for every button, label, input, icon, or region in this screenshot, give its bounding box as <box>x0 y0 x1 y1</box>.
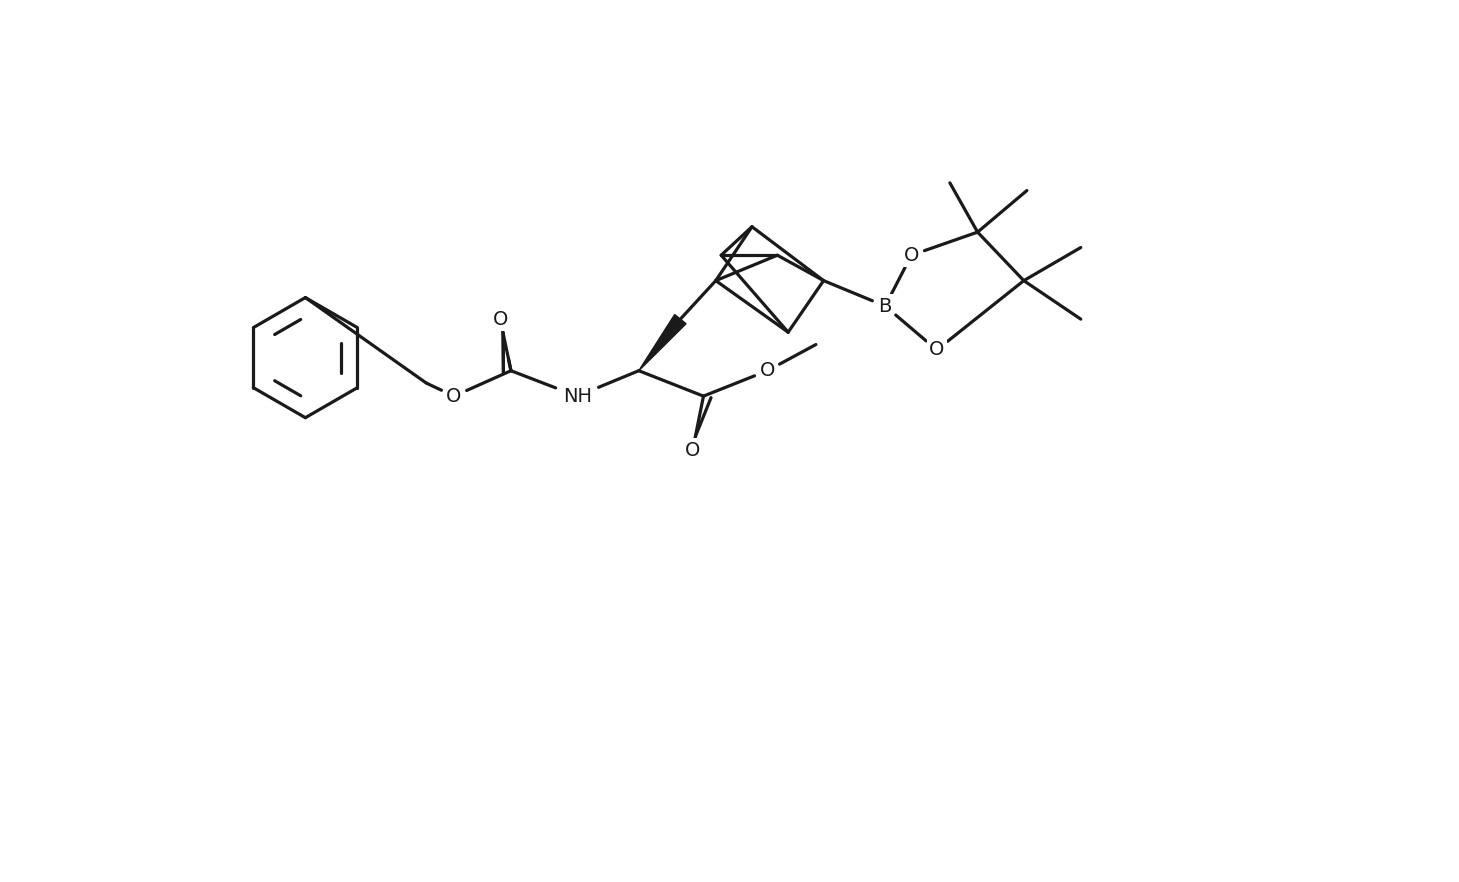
Text: O: O <box>493 310 508 329</box>
Text: O: O <box>929 340 944 360</box>
Text: O: O <box>684 440 700 460</box>
Text: B: B <box>878 296 891 316</box>
Text: O: O <box>903 246 919 265</box>
Text: O: O <box>446 386 461 406</box>
Text: O: O <box>760 362 775 380</box>
Text: NH: NH <box>563 386 592 406</box>
Polygon shape <box>639 315 686 370</box>
